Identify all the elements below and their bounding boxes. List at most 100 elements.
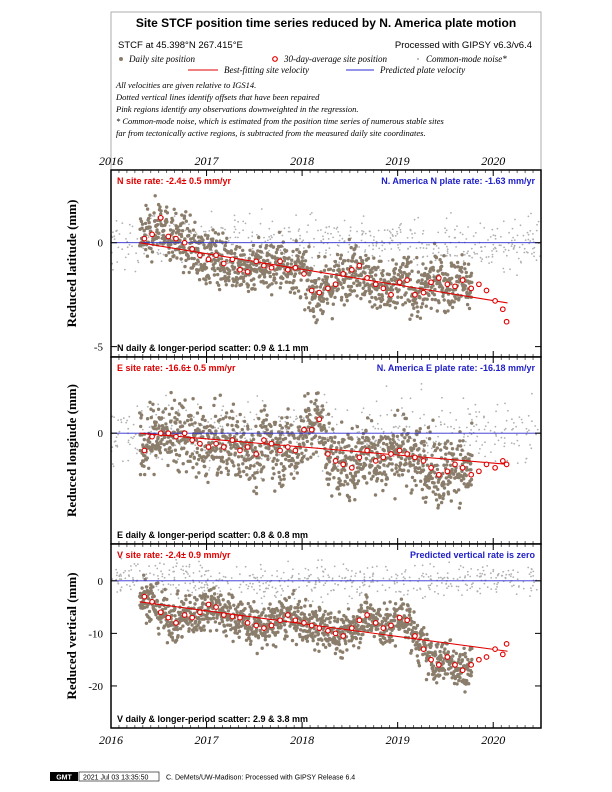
- daily-point: [420, 302, 425, 306]
- scatter-label: E daily & longer-period scatter: 0.8 & 0…: [117, 530, 308, 540]
- daily-point: [173, 416, 177, 420]
- cmn-point: [397, 244, 399, 246]
- cmn-point: [512, 584, 515, 587]
- cmn-point: [483, 415, 485, 418]
- daily-point: [198, 422, 202, 427]
- cmn-point: [259, 563, 262, 566]
- cmn-point: [119, 589, 122, 592]
- daily-point: [431, 418, 435, 422]
- daily-point: [294, 286, 299, 290]
- cmn-point: [535, 433, 537, 436]
- daily-point: [376, 443, 380, 447]
- cmn-point: [170, 424, 173, 427]
- cmn-point: [472, 582, 474, 584]
- cmn-point: [402, 583, 405, 586]
- legend-avg30-label: 30-day-average site position: [283, 54, 387, 64]
- daily-point: [264, 281, 268, 285]
- daily-point: [352, 478, 356, 482]
- cmn-point: [187, 590, 190, 592]
- daily-point: [374, 267, 378, 272]
- cmn-point: [495, 433, 497, 436]
- daily-point: [362, 280, 366, 285]
- cmn-point: [314, 581, 317, 584]
- cmn-point: [412, 587, 415, 590]
- cmn-point: [252, 573, 254, 576]
- cmn-point: [181, 261, 183, 264]
- daily-point: [204, 278, 208, 282]
- daily-point: [369, 419, 374, 423]
- cmn-point: [466, 426, 468, 429]
- cmn-point: [525, 457, 528, 460]
- daily-point: [174, 421, 178, 425]
- daily-point: [163, 606, 168, 611]
- cmn-point: [216, 592, 219, 595]
- cmn-point: [207, 569, 210, 572]
- daily-point: [393, 266, 398, 271]
- daily-point: [258, 244, 263, 249]
- daily-point: [145, 207, 150, 211]
- cmn-point: [214, 426, 217, 429]
- daily-point: [264, 243, 269, 248]
- cmn-point: [173, 578, 176, 581]
- cmn-point: [313, 237, 315, 240]
- cmn-point: [334, 408, 337, 411]
- cmn-point: [219, 425, 222, 428]
- cmn-point: [479, 448, 481, 450]
- cmn-point: [381, 584, 384, 586]
- daily-point: [350, 273, 354, 278]
- cmn-point: [173, 576, 176, 579]
- daily-point: [197, 457, 201, 462]
- cmn-point: [175, 587, 177, 589]
- cmn-point: [432, 252, 434, 255]
- cmn-point: [425, 442, 428, 445]
- daily-point: [184, 470, 189, 474]
- daily-point: [264, 425, 268, 429]
- cmn-point: [270, 235, 272, 237]
- daily-point: [370, 464, 374, 468]
- cmn-point: [518, 586, 520, 588]
- cmn-point: [324, 582, 327, 585]
- daily-point: [352, 252, 357, 256]
- daily-point: [421, 262, 425, 266]
- cmn-point: [127, 253, 130, 256]
- avg30-point: [332, 458, 339, 464]
- daily-point: [259, 409, 263, 413]
- daily-point: [213, 414, 218, 418]
- daily-point: [275, 453, 279, 457]
- daily-point: [145, 254, 150, 258]
- cmn-point: [120, 421, 123, 424]
- cmn-point: [464, 575, 467, 577]
- cmn-point: [265, 587, 267, 590]
- avg30-point: [396, 279, 403, 286]
- cmn-point: [215, 584, 218, 587]
- daily-point: [155, 446, 159, 450]
- cmn-point: [421, 574, 423, 577]
- daily-point: [253, 446, 257, 450]
- daily-point: [144, 247, 148, 252]
- daily-point: [296, 254, 300, 259]
- daily-point: [231, 416, 235, 421]
- daily-point: [422, 443, 426, 447]
- x-tick-label: 2017: [195, 154, 220, 168]
- daily-point: [165, 427, 169, 432]
- daily-point: [302, 454, 306, 459]
- cmn-point: [235, 415, 238, 417]
- cmn-point: [361, 222, 363, 225]
- cmn-point: [516, 251, 518, 254]
- daily-point: [226, 472, 230, 477]
- daily-point: [223, 270, 227, 274]
- cmn-point: [492, 570, 495, 573]
- cmn-point: [421, 564, 424, 567]
- cmn-point: [372, 581, 374, 583]
- daily-point: [354, 272, 358, 276]
- daily-point: [323, 440, 327, 445]
- cmn-point: [475, 411, 477, 413]
- cmn-point: [289, 416, 292, 419]
- cmn-point: [429, 584, 432, 587]
- daily-point: [151, 402, 155, 406]
- daily-point: [327, 421, 331, 425]
- daily-point: [204, 282, 208, 286]
- cmn-point: [163, 576, 166, 579]
- cmn-point: [478, 575, 481, 578]
- cmn-point: [480, 260, 483, 263]
